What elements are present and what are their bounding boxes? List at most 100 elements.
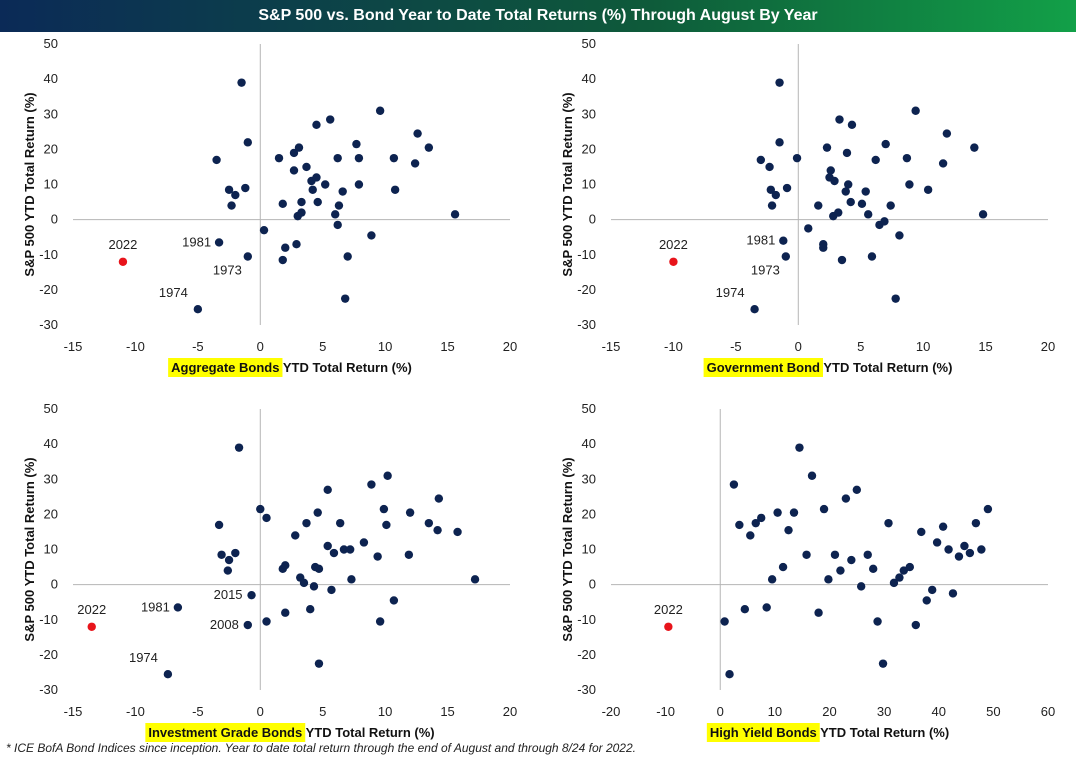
data-point [323, 485, 332, 494]
data-point [852, 485, 862, 494]
y-tick-label: 0 [51, 212, 58, 227]
data-point [927, 585, 937, 595]
x-axis-label-highlight: Government Bond [707, 360, 820, 375]
data-point [977, 545, 986, 554]
highlight-label-2022: 2022 [659, 237, 688, 252]
data-point [389, 596, 399, 605]
data-point [163, 669, 173, 679]
x-axis-label-rest: YTD Total Return (%) [820, 360, 952, 375]
data-point [911, 106, 920, 115]
year-annotation: 1974 [129, 650, 158, 665]
y-tick-label: -20 [39, 282, 58, 297]
x-tick-label: 15 [440, 339, 454, 354]
x-axis-label: Investment Grade Bonds YTD Total Return … [145, 723, 435, 742]
data-point [983, 504, 993, 514]
data-point [247, 590, 256, 600]
data-point [367, 480, 376, 489]
data-point [923, 185, 933, 194]
x-tick-label: 10 [916, 339, 930, 354]
data-point [824, 575, 833, 584]
x-tick-label: 20 [1041, 339, 1055, 354]
data-point [965, 548, 975, 558]
data-point [795, 443, 804, 452]
data-point [750, 304, 759, 314]
data-point [917, 527, 926, 537]
data-point [889, 578, 899, 588]
data-point [762, 603, 771, 612]
data-point [347, 575, 356, 584]
x-tick-label: 10 [768, 704, 782, 719]
data-point [227, 201, 236, 210]
data-point [433, 525, 442, 535]
data-point [278, 199, 287, 209]
data-point [470, 575, 480, 584]
data-point [881, 139, 890, 149]
data-point [834, 208, 843, 217]
y-tick-label: 50 [44, 36, 58, 51]
data-point [765, 162, 774, 172]
data-point [891, 294, 900, 303]
chart-government-bond: -30 -20 -10 0 10 20 30 40 50 -15 -10 -5 0 5 10 15 20 S&P … [560, 36, 1055, 377]
data-point [802, 550, 811, 559]
data-point [814, 608, 823, 617]
data-point [819, 504, 829, 514]
x-axis-highlight-box [706, 723, 820, 742]
data-point [345, 545, 355, 554]
data-point [766, 185, 776, 194]
x-tick-label: -10 [126, 704, 145, 719]
data-point [905, 180, 914, 189]
data-point [846, 197, 855, 207]
data-point [922, 596, 931, 605]
data-point [214, 520, 224, 530]
data-point [217, 550, 226, 559]
data-point [274, 153, 284, 163]
y-tick-label: 50 [582, 36, 596, 51]
data-point [352, 139, 361, 149]
data-point [404, 550, 414, 559]
data-point [869, 564, 878, 574]
data-point [289, 166, 299, 175]
data-point [784, 525, 793, 535]
data-point [224, 555, 234, 565]
data-point [331, 210, 340, 219]
x-tick-label: 5 [319, 704, 326, 719]
data-point [312, 173, 321, 182]
x-axis-label: High Yield Bonds YTD Total Return (%) [706, 723, 949, 742]
data-point [775, 138, 784, 147]
year-annotation: 1981 [141, 599, 170, 614]
y-tick-label: 10 [44, 542, 58, 557]
data-point [383, 471, 392, 480]
data-point [735, 520, 744, 530]
data-point [773, 508, 782, 517]
data-point [814, 201, 823, 210]
data-point [856, 582, 866, 591]
data-point [327, 585, 336, 595]
data-point [836, 566, 845, 575]
data-point [224, 185, 234, 194]
panel-aggregate-bonds: -30 -20 -10 0 10 20 30 40 50 -15 -10 -5 0 5 10 15 20 S&P … [0, 35, 538, 400]
year-annotation: 1974 [159, 285, 188, 300]
y-tick-label: -30 [577, 682, 596, 697]
x-tick-label: 40 [932, 704, 946, 719]
data-point [842, 148, 852, 158]
x-tick-label: 10 [378, 339, 392, 354]
data-point [757, 513, 766, 523]
data-point [905, 562, 914, 572]
data-point [895, 573, 904, 582]
highlight-point-2022 [669, 257, 678, 266]
data-point [871, 155, 880, 165]
data-point [173, 603, 183, 612]
data-point [756, 155, 766, 165]
data-point [338, 187, 347, 196]
year-annotation: 1973 [751, 263, 780, 278]
data-point [863, 550, 872, 559]
data-point [725, 669, 734, 679]
data-point [323, 541, 332, 551]
x-tick-label: -20 [602, 704, 621, 719]
data-point [405, 508, 415, 517]
x-tick-label: 5 [857, 339, 864, 354]
data-point [214, 238, 224, 247]
data-point [830, 176, 839, 186]
data-point [424, 518, 434, 528]
footnote: * ICE BofA Bond Indices since inception.… [6, 741, 636, 755]
